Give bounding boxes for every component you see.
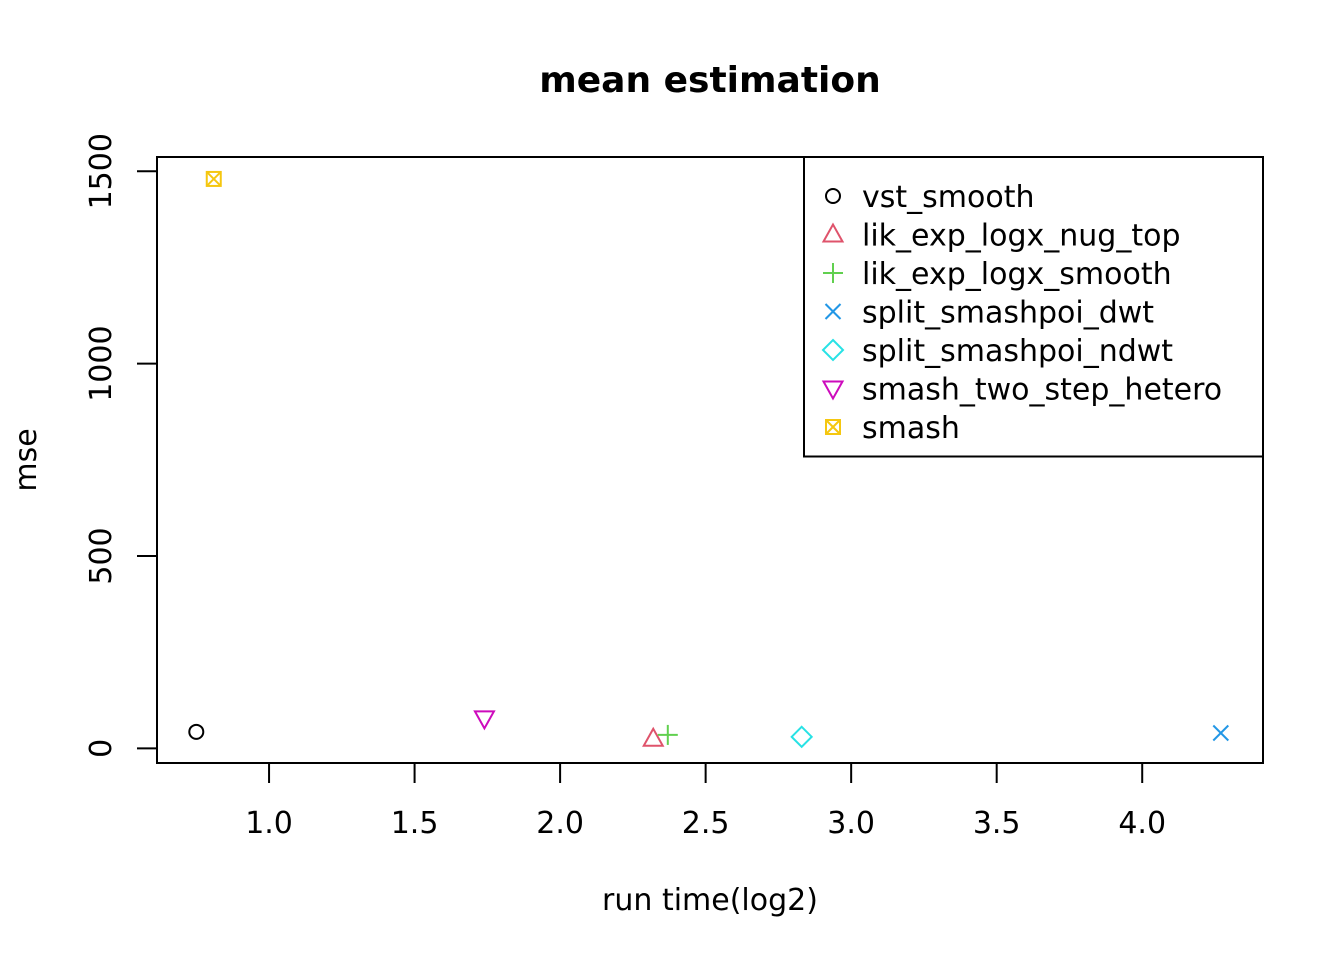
data-point-split-smashpoi-ndwt	[790, 725, 814, 749]
data-point-smash	[205, 170, 222, 187]
y-axis-label: mse	[9, 428, 44, 491]
legend-marker-split-smashpoi-ndwt	[821, 338, 845, 362]
legend-label: lik_exp_logx_nug_top	[862, 219, 1181, 254]
legend-marker-split-smashpoi-dwt	[824, 303, 842, 320]
y-tick-label: 1500	[84, 133, 119, 209]
data-point-lik-exp-logx-smooth	[657, 724, 678, 745]
legend-marker-lik-exp-logx-nug-top	[821, 222, 845, 243]
legend-label: split_smashpoi_dwt	[862, 296, 1154, 331]
legend-label: smash	[862, 411, 960, 446]
x-tick-label: 3.5	[973, 806, 1021, 841]
legend-label: split_smashpoi_ndwt	[862, 334, 1173, 369]
x-axis: 1.0 1.5 2.0 2.5 3.0 3.5 4.0	[245, 762, 1166, 841]
data-point-smash-two-step-hetero	[473, 710, 496, 731]
chart-title: mean estimation	[539, 60, 881, 101]
legend-marker-lik-exp-logx-smooth	[823, 263, 843, 283]
data-point-split-smashpoi-dwt	[1212, 724, 1230, 742]
x-tick-label: 2.5	[682, 806, 730, 841]
x-tick-label: 2.0	[536, 806, 584, 841]
legend-marker-smash-two-step-hetero	[821, 380, 845, 401]
legend: vst_smooth lik_exp_logx_nug_toplik_exp_lo…	[803, 156, 1264, 458]
x-tick-label: 4.0	[1118, 806, 1166, 841]
legend-box	[803, 156, 1264, 458]
x-tick-label: 3.0	[827, 806, 875, 841]
y-axis: 0 500 1000 1500	[84, 133, 158, 758]
data-points	[188, 170, 1230, 749]
legend-label: lik_exp_logx_smooth	[862, 257, 1172, 292]
legend-marker-vst-smooth	[825, 188, 841, 204]
x-tick-label: 1.5	[391, 806, 439, 841]
legend-label: smash_two_step_hetero	[862, 373, 1222, 408]
data-point-vst-smooth	[188, 723, 205, 740]
x-tick-label: 1.0	[245, 806, 293, 841]
legend-label: vst_smooth	[862, 180, 1035, 215]
x-axis-label: run time(log2)	[602, 883, 818, 918]
y-tick-label: 1000	[84, 325, 119, 401]
data-point-lik-exp-logx-nug-top	[642, 726, 665, 747]
y-tick-label: 0	[84, 739, 119, 758]
y-tick-label: 500	[84, 527, 119, 584]
legend-marker-smash	[825, 419, 841, 435]
